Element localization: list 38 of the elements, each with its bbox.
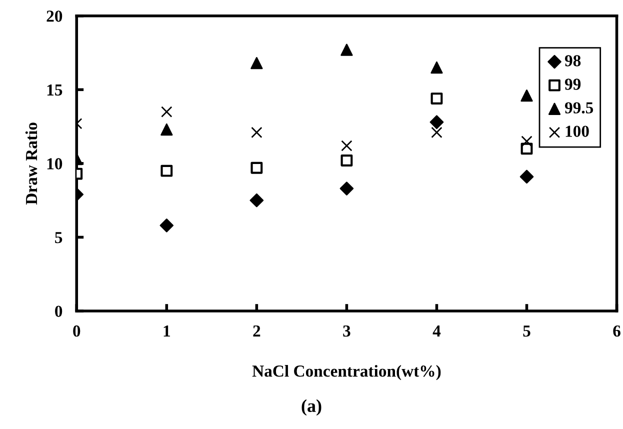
point [430, 61, 443, 74]
point [250, 162, 263, 174]
point [520, 170, 534, 184]
point [431, 126, 442, 138]
x-tick-label: 6 [613, 325, 620, 337]
point [250, 193, 264, 208]
y-tick-label: 10 [47, 158, 62, 170]
point [160, 218, 174, 232]
x-tick-label: 1 [164, 325, 170, 336]
point [430, 92, 443, 104]
legend-label: 98 [564, 55, 581, 66]
point [161, 106, 172, 118]
point [340, 182, 354, 196]
y-axis-title: Draw Ratio [25, 122, 38, 205]
legend-label: 99 [564, 78, 581, 90]
x-axis-title: NaCl Concentration(wt%) [252, 365, 441, 380]
point [340, 44, 353, 56]
point [341, 140, 352, 152]
point [521, 136, 532, 147]
x-tick-label: 4 [432, 326, 441, 336]
x-tick-label: 0 [73, 325, 80, 337]
point [520, 89, 533, 102]
legend-label: 99.5 [564, 102, 594, 114]
point [160, 164, 173, 177]
point [251, 126, 262, 138]
point [250, 57, 263, 70]
y-tick-label: 0 [55, 306, 62, 317]
y-tick-label: 20 [46, 10, 62, 22]
x-tick-label: 3 [343, 325, 350, 337]
y-tick-label: 5 [55, 232, 62, 244]
x-tick-label: 5 [523, 326, 530, 337]
y-tick-label: 15 [47, 84, 62, 96]
point [160, 123, 173, 136]
text: (a) [302, 399, 322, 416]
point [340, 154, 353, 166]
legend-label: 100 [566, 126, 589, 137]
point [430, 115, 444, 130]
x-tick-label: 2 [253, 325, 260, 336]
